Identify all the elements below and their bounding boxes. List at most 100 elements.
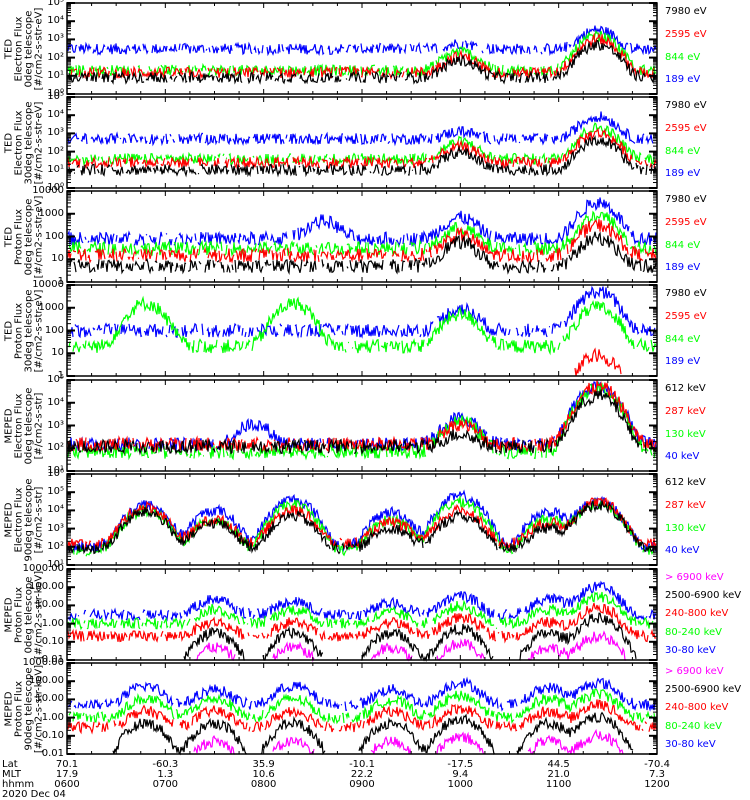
legend-entry: 130 keV [665,428,706,440]
y-tick-label: 10⁵ [47,0,64,8]
y-tick-label: 10² [47,51,64,63]
y-tick-label: 10⁰ [47,88,64,99]
legend-entry: 189 eV [665,262,701,274]
y-axis-label-line: [#/cm2-s-str-eV] [33,7,44,90]
y-axis-label: MEPED Proton Flux 0deg telescope [#/cm2-s-s… [3,569,44,660]
series-line-80-240-kev [67,591,657,631]
series-line-30-80-kev [67,580,657,622]
y-axis-label-line: 0deg telescope [23,10,34,87]
y-tick-label: 10² [47,145,64,157]
y-axis-label: TED Proton Flux 30deg telescope [#/cm2-s-st… [3,285,44,376]
y-axis-label-line: Electron Flux [13,487,24,552]
y-axis-label-line: [#/cm2-s-str] [33,486,44,553]
y-tick-label: 10⁴ [47,504,64,516]
legend-entry: > 6900 keV [665,572,724,583]
y-tick-label: 10¹ [47,465,64,476]
y-tick-label: 100.00 [29,675,64,687]
legend-entry: 7980 eV [665,288,707,299]
x-tick-label-mlt: 1.3 [157,769,174,780]
legend-entry: 2500-6900 keV [665,684,742,696]
y-tick-label: 10² [47,442,64,454]
row-label-lat: Lat [2,759,18,770]
series-line-2500-6900-kev [183,612,637,663]
y-tick-label: 0.10 [41,635,64,647]
legend-entry: 2595 eV [665,216,707,228]
y-tick-label: 100 [44,230,64,242]
x-tick-label-mlt: 9.4 [452,769,469,780]
legend-entry: 189 eV [665,74,701,86]
x-tick-label-lat: -70.4 [644,759,670,770]
y-axis-label-line: [#/cm2-s-str] [33,392,44,459]
y-axis-label: TED Proton Flux 0deg telescope [#/cm2-s-str… [3,191,44,282]
legend-entry: 287 keV [665,405,706,417]
legend-entry: 240-800 keV [665,608,729,620]
y-tick-label: 10³ [47,127,64,139]
series-line-30-80-kev [67,676,657,712]
y-tick-label: 1000.00 [22,563,64,574]
x-tick-label-lat: -17.5 [447,759,474,770]
series-line-240-800-kev [67,602,657,644]
series-line--6900-kev [194,630,626,663]
x-tick-label-mlt: 10.6 [252,769,275,780]
legend-entry: 40 keV [665,545,700,557]
y-tick-label: 10⁴ [47,15,64,27]
y-axis-label-line: 0deg telescope [23,198,34,275]
legend-entry: 2595 eV [665,310,707,322]
x-tick-label-hhmm: 0700 [152,779,179,790]
y-tick-label: 0.01 [41,654,64,665]
x-tick-label-hhmm: 1100 [545,779,572,790]
y-axis-label-line: Proton Flux [13,680,24,737]
legend-entry: 844 eV [665,145,701,157]
y-tick-label: 1 [57,370,64,381]
y-tick-label: 10 [51,253,64,265]
legend-entry: 189 eV [665,168,701,180]
y-axis-label-line: MEPED [3,597,14,632]
y-axis-label: TED Electron Flux 0deg telescope [#/cm2-s-s… [3,3,44,94]
y-axis-label: TED Electron Flux 30deg telescope [#/cm2-s-… [3,97,44,188]
y-axis-label-line: [#/cm2-s-str-eV] [33,195,44,278]
y-tick-label: 1000 [38,207,64,219]
y-axis-label-line: 90deg telescope [23,666,34,751]
row-label-mlt: MLT [2,769,21,780]
y-axis-label-line: TED [3,226,14,247]
legend-entry: 130 keV [665,522,706,534]
legend-entry: 844 eV [665,333,701,345]
legend-entry: 287 keV [665,499,706,511]
y-tick-label: 0.01 [41,748,64,759]
y-tick-label: 10000 [32,279,64,290]
legend-entry: 80-240 keV [665,626,723,638]
y-tick-label: 10.00 [35,599,64,611]
y-tick-label: 10¹ [47,163,64,175]
y-axis-label-line: TED [3,38,14,59]
y-tick-label: 1000.00 [22,657,64,668]
x-tick-label-hhmm: 0600 [54,779,80,790]
y-axis-label-line: [#/cm2-s-str-keV] [33,570,44,659]
x-tick-label-hhmm: 1000 [447,779,474,790]
legend-entry: 2595 eV [665,122,707,134]
y-axis-label-line: Proton Flux [13,586,24,643]
y-tick-label: 10.00 [35,693,64,705]
series-line-189-ev [67,25,657,57]
y-tick-label: 10⁴ [47,109,64,121]
legend-entry: > 6900 keV [665,666,724,677]
y-tick-label: 10⁴ [47,396,64,408]
y-axis-label-line: MEPED [3,502,14,537]
legend-entry: 240-800 keV [665,702,729,714]
series-line-240-800-kev [67,699,657,735]
series-line-844-ev [68,295,657,356]
legend-entry: 612 keV [665,383,706,394]
y-axis-label-line: 0deg telescope [23,387,34,464]
y-tick-label: 10² [47,540,64,552]
x-tick-label-mlt: 17.9 [55,769,79,780]
y-axis-label: MEPED Electron Flux 90deg telescope [#/cm2-… [3,474,44,565]
series-line-7980-ev [68,39,656,85]
legend-entry: 2595 eV [665,28,707,40]
y-axis-label-line: 0deg telescope [23,576,34,653]
legend-entry: 189 eV [665,356,701,368]
y-tick-label: 10⁵ [47,91,64,102]
series-line-189-ev [67,111,657,147]
y-tick-label: 10000 [32,185,64,196]
y-tick-label: 0.10 [41,729,64,741]
legend-entry: 844 eV [665,239,701,251]
y-axis-label-line: 30deg telescope [23,100,34,185]
